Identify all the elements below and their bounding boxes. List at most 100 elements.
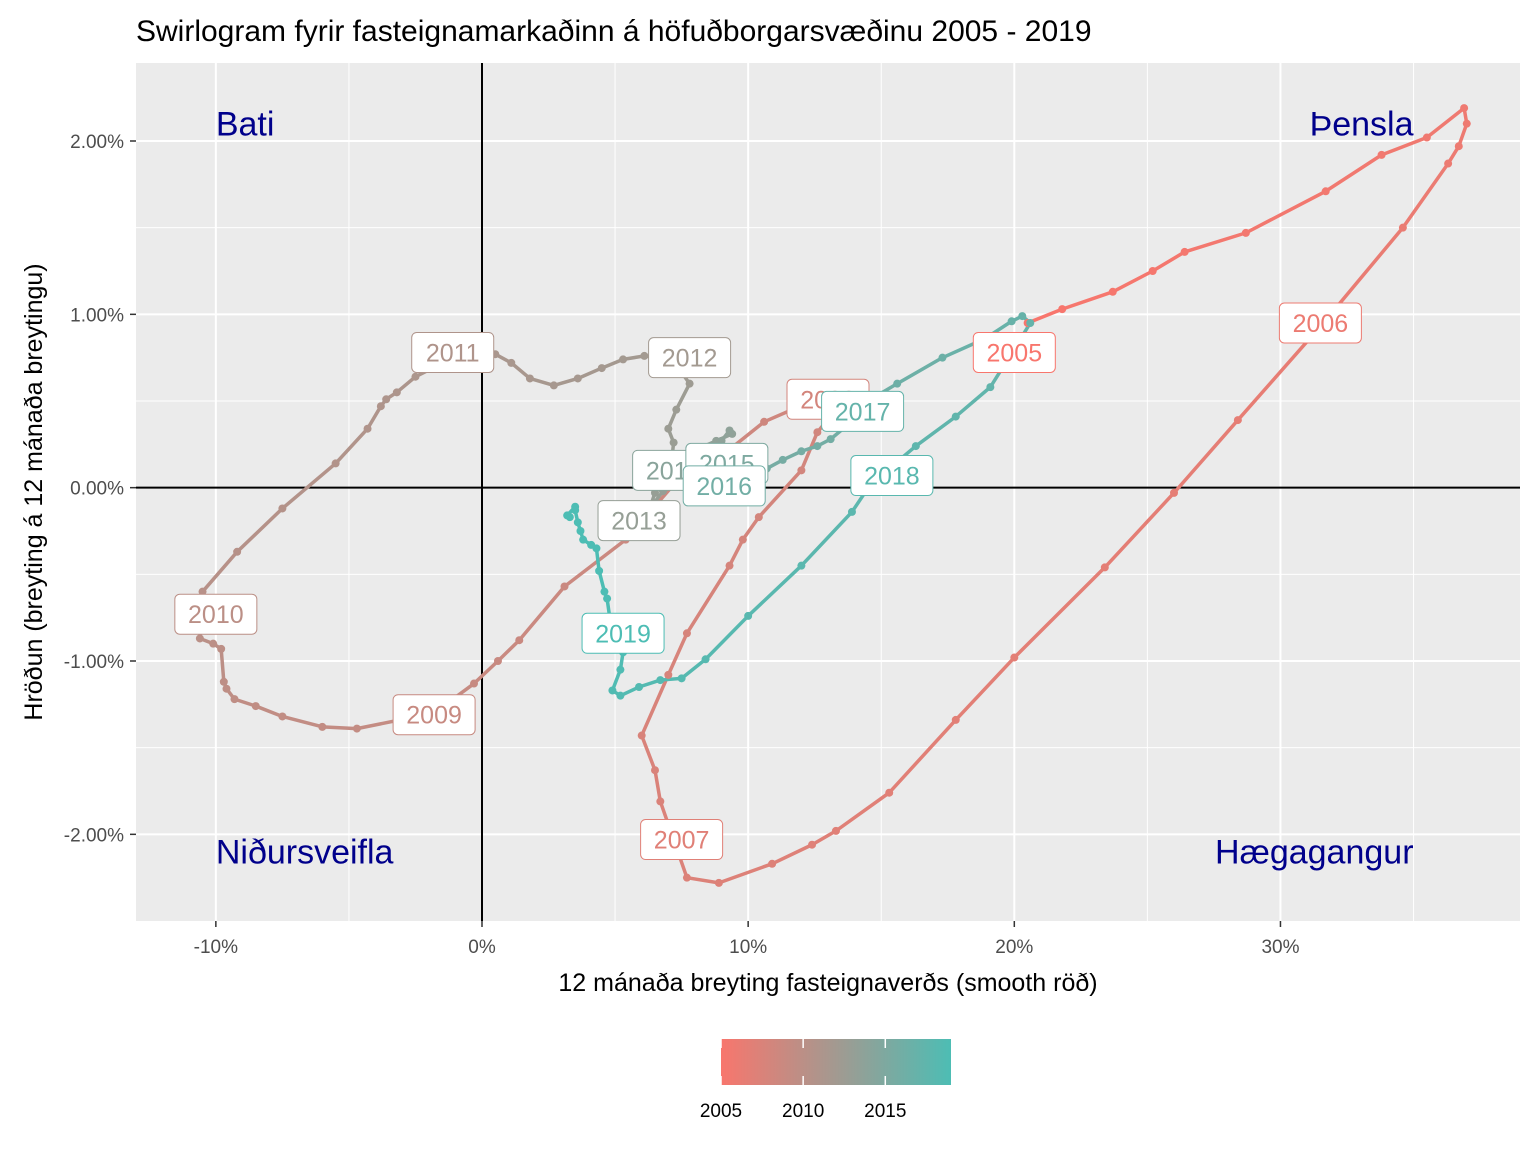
path-segment [509,361,532,381]
path-segment [517,584,567,642]
year-label-2019: 2019 [581,612,665,654]
data-point [714,878,723,887]
path-segment [1244,189,1328,235]
data-point [1444,159,1453,168]
data-point [911,442,920,451]
data-point [760,417,769,426]
path-segment [280,714,325,729]
path-segment [653,768,663,804]
data-point [573,518,582,527]
year-label-text: 2011 [426,339,480,367]
data-point [635,683,644,691]
data-point [754,513,763,522]
y-axis: -2.00% -1.00% 0.00% 1.00% 2.00% [64,132,136,846]
path-segment [472,659,500,686]
year-label-text: 2017 [835,398,891,426]
path-segment [914,414,958,448]
legend-tick-label: 2005 [700,1101,742,1122]
data-point [1422,133,1431,142]
path-segment [1103,491,1176,570]
year-label-2009: 2009 [392,694,476,736]
data-point [195,634,204,643]
data-point [725,426,734,435]
data-point [1148,267,1157,275]
data-point [951,412,960,421]
data-point [768,859,777,868]
data-point [382,395,391,404]
path-segment [552,376,580,388]
path-segment [639,673,671,738]
path-segment [727,537,745,568]
data-point [717,436,726,445]
data-point [525,374,534,383]
path-segment [280,461,338,511]
x-axis: -10% 0% 10% 20% 30% [194,921,1300,958]
data-point [603,594,612,603]
path-segment [1323,153,1384,194]
data-point [951,715,960,724]
year-label-text: 2006 [1293,310,1349,338]
path-segment [1401,161,1450,230]
data-point [664,670,673,679]
path-segment [679,657,708,681]
year-label-2010: 2010 [174,593,258,635]
reference-lines [136,63,1520,921]
x-tick-label: 20% [995,937,1033,958]
data-point [813,428,822,437]
path-segment [757,468,804,519]
y-axis-title: Hröðun (breyting á 12 mánaða breytingu) [20,263,48,720]
legend-colorbar [721,1039,951,1085]
path-segment [333,426,370,466]
data-point [725,561,734,570]
data-point [549,381,558,390]
data-point [682,629,691,638]
data-point [198,587,207,596]
year-label-box [972,331,1056,373]
year-label-box [597,500,681,542]
x-axis-title: 12 mánaða breyting fasteignaverðs (smoot… [558,969,1097,997]
data-point [651,766,659,775]
plot-panel [136,63,1520,921]
path-segment [1182,231,1248,254]
path-segment [954,655,1017,722]
year-label-2006: 2006 [1278,302,1362,344]
year-labels: 2005200620072008200920102011201220132014… [174,302,1362,861]
data-point [515,636,524,645]
data-point [600,587,609,596]
data-point [230,695,239,704]
data-point [573,374,582,383]
data-point [587,540,596,549]
path-segment [746,563,804,618]
data-point [579,535,588,544]
data-point [664,424,673,433]
year-label-2017: 2017 [821,390,905,432]
year-label-text: 2010 [188,601,244,629]
data-point [656,676,665,685]
data-point [318,722,327,731]
data-point [233,547,242,556]
year-label-box [682,465,766,507]
data-point [219,677,228,686]
data-point [1377,150,1386,159]
path-segment [235,506,285,554]
x-tick-label: 30% [1261,937,1299,958]
data-point [1108,287,1117,296]
path-segment [685,563,732,636]
data-point [885,788,894,797]
data-point [826,435,835,444]
data-point [1180,247,1189,256]
data-point [672,405,681,414]
data-point [1398,223,1407,232]
data-point [565,513,574,522]
year-label-2018: 2018 [850,455,934,497]
data-point [376,402,385,411]
data-point [616,691,625,700]
quadrant-label-haegagangur: Hægagangur [1215,834,1413,872]
path-segment [496,638,522,663]
path-segment [954,385,993,419]
data-point [651,488,659,497]
year-label-2005: 2005 [972,331,1056,373]
path-segment [1172,418,1240,495]
year-label-box [821,390,905,432]
year-label-text: 2013 [611,508,667,536]
